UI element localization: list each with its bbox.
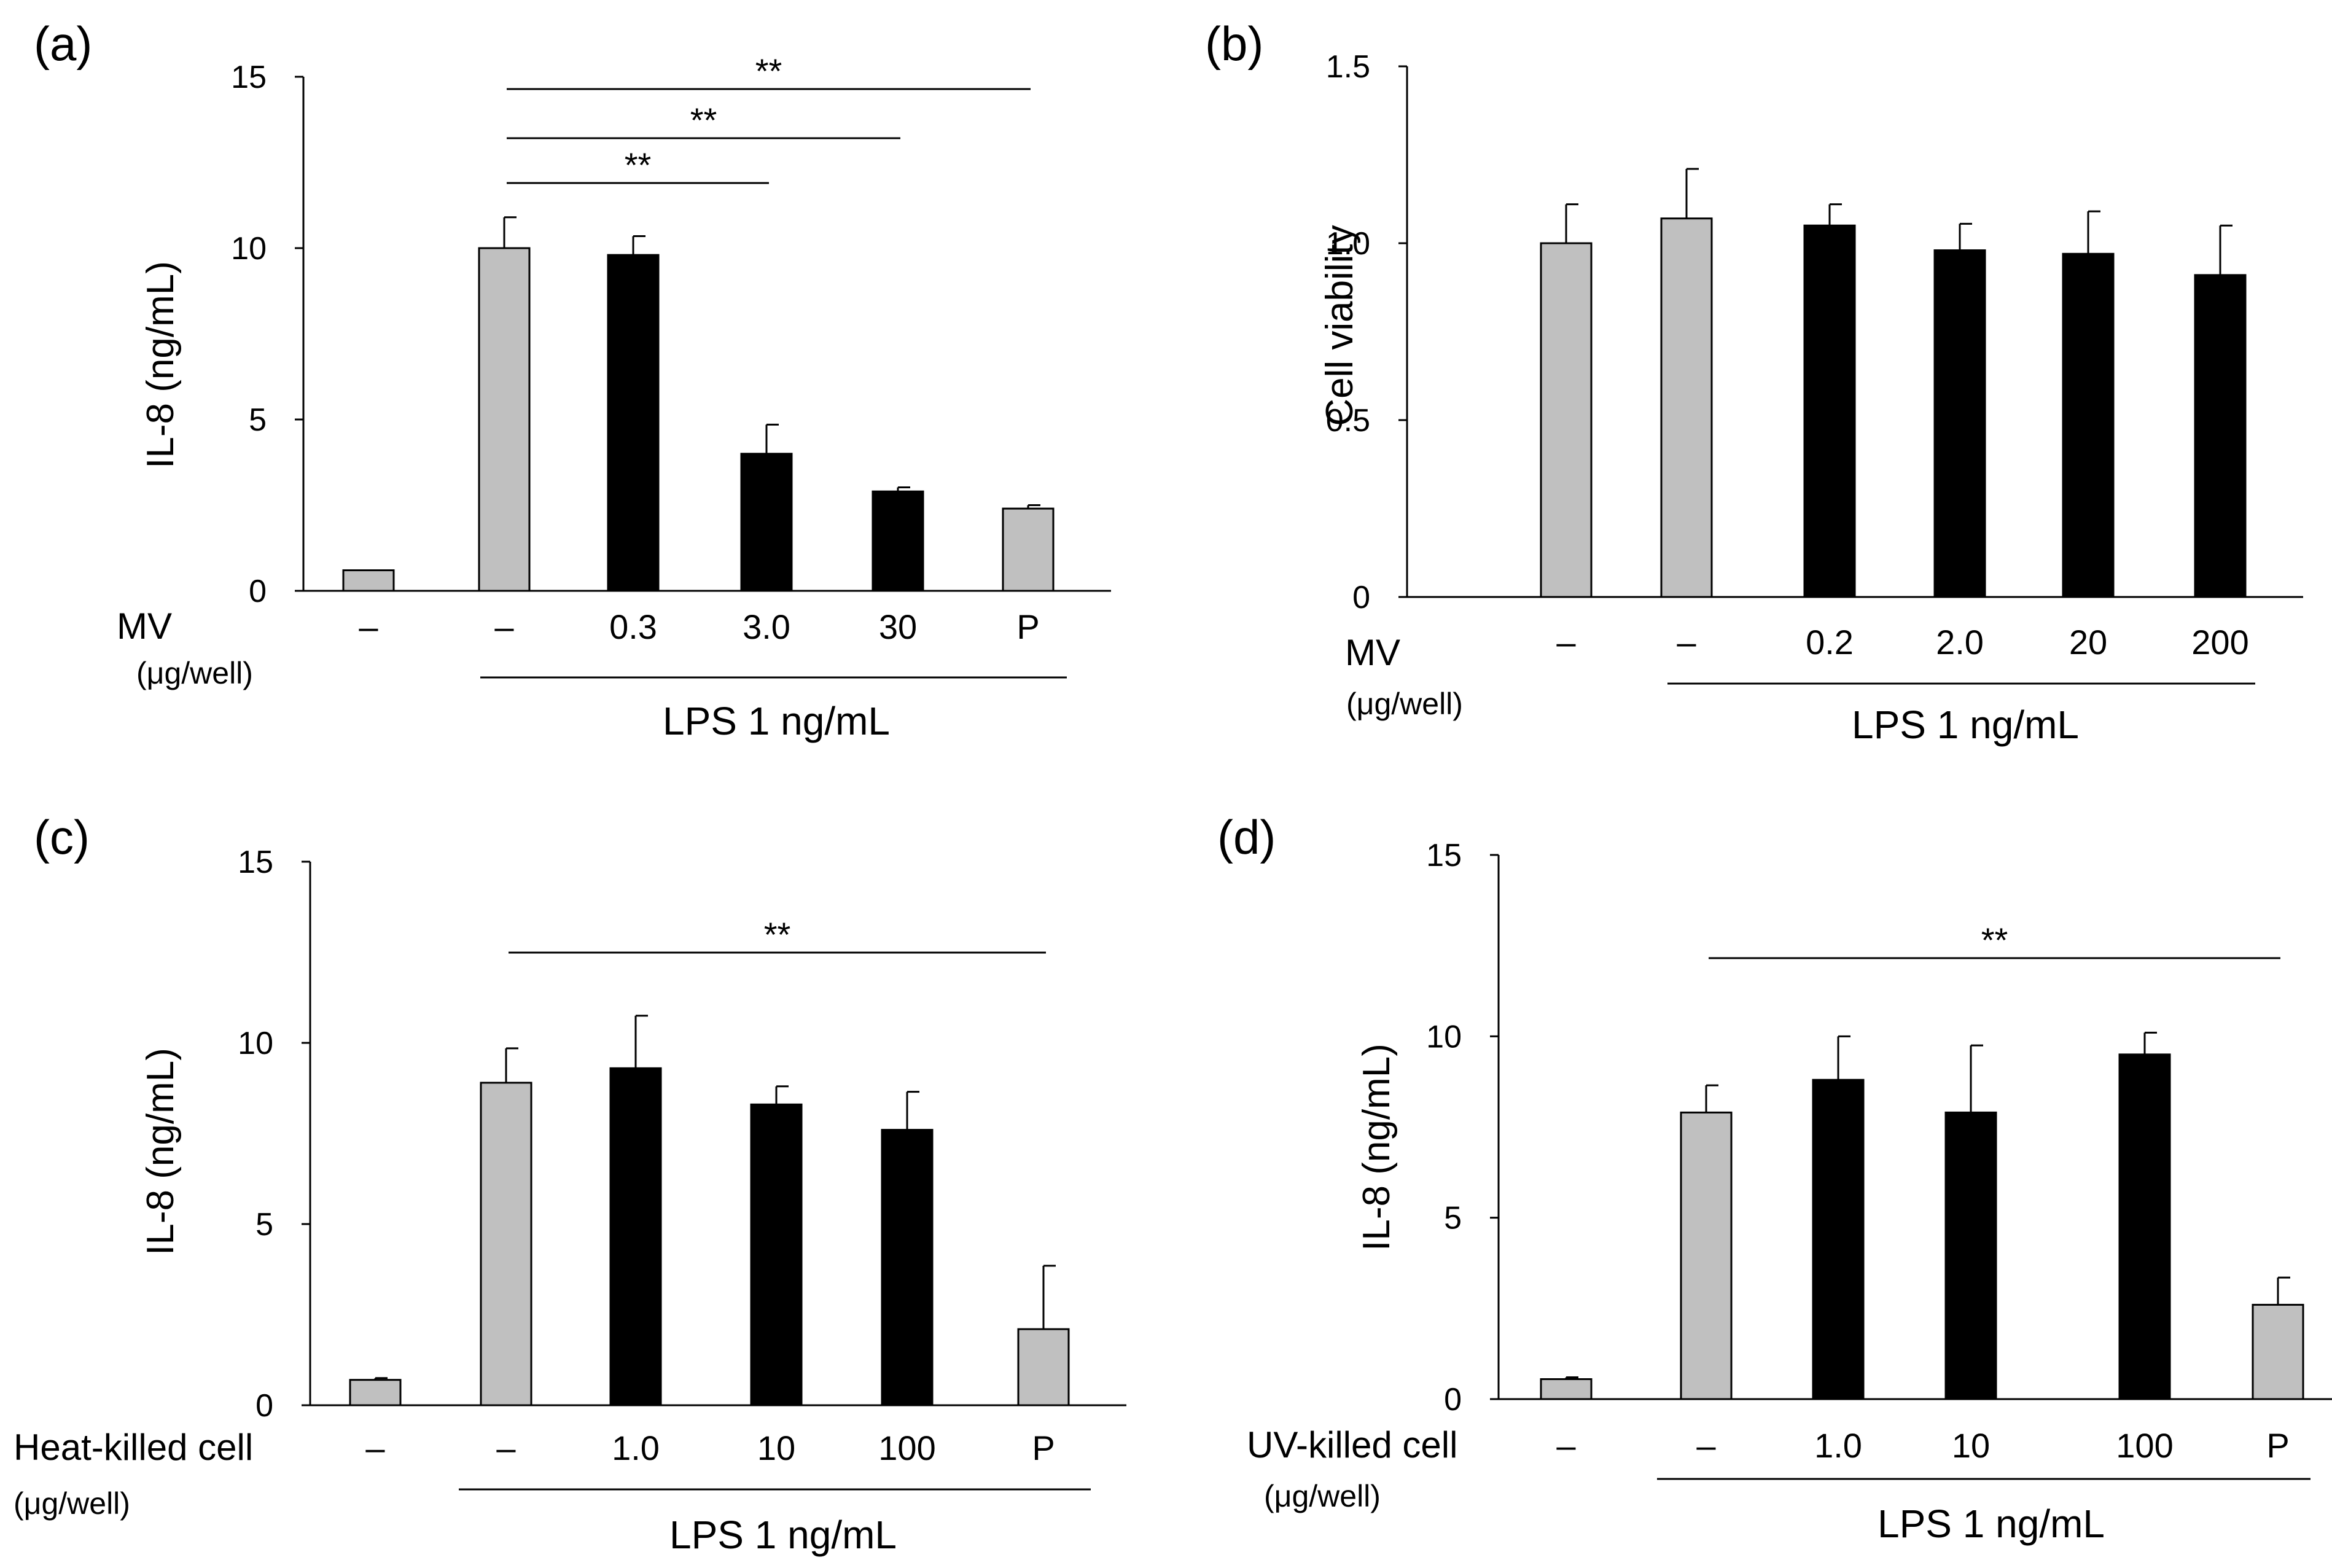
x-tick-label: – xyxy=(494,607,514,646)
bar xyxy=(1017,1328,1070,1406)
treatment-label: MV xyxy=(1345,632,1400,673)
y-tick-label: 1.5 xyxy=(1326,49,1370,85)
significance-label: ** xyxy=(625,146,652,184)
bar xyxy=(1660,217,1713,598)
y-tick-label: 0 xyxy=(255,1388,273,1424)
x-tick-label: 1.0 xyxy=(612,1429,660,1467)
bar xyxy=(2252,1303,2304,1400)
bar xyxy=(2062,252,2115,598)
bar xyxy=(1812,1078,1865,1400)
y-tick-label: 5 xyxy=(1444,1201,1462,1236)
y-tick-label: 10 xyxy=(1426,1019,1462,1055)
bar xyxy=(872,490,924,592)
bar xyxy=(1540,242,1593,598)
panel-d: (d) IL-8 (ng/mL) UV-killed cell (μg/well… xyxy=(1217,810,2332,1546)
x-tick-label: 100 xyxy=(2116,1426,2173,1465)
x-tick-label: 2.0 xyxy=(1936,623,1984,661)
x-tick-label: – xyxy=(1556,623,1576,661)
bar xyxy=(1002,507,1055,592)
significance-label: ** xyxy=(1981,921,2008,959)
x-tick-label: 3.0 xyxy=(743,607,790,646)
x-tick-label: P xyxy=(1016,607,1039,646)
x-tick-label: 0.2 xyxy=(1806,623,1854,661)
bar xyxy=(342,569,395,592)
bar xyxy=(1803,224,1856,598)
x-tick-label: – xyxy=(1696,1426,1716,1465)
bar xyxy=(609,1067,662,1406)
y-axis-label: IL-8 (ng/mL) xyxy=(139,261,182,469)
group-label: LPS 1 ng/mL xyxy=(669,1513,897,1557)
y-tick-label: 15 xyxy=(1426,838,1462,873)
panel-label: (c) xyxy=(34,810,90,864)
bar xyxy=(1944,1111,1997,1400)
x-tick-label: – xyxy=(1677,623,1696,661)
group-label: LPS 1 ng/mL xyxy=(1852,703,2079,747)
bar xyxy=(478,247,531,592)
x-tick-label: P xyxy=(1032,1429,1055,1467)
y-tick-label: 0 xyxy=(1352,580,1370,615)
treatment-label: UV-killed cell xyxy=(1247,1424,1457,1465)
panel-c: (c) IL-8 (ng/mL) Heat-killed cell (μg/we… xyxy=(14,810,1126,1557)
bar xyxy=(607,254,660,592)
y-tick-label: 5 xyxy=(255,1207,273,1242)
x-tick-label: 10 xyxy=(1952,1426,1990,1465)
bar xyxy=(2194,274,2247,598)
x-tick-label: – xyxy=(1556,1426,1576,1465)
bar xyxy=(1540,1378,1593,1400)
bar xyxy=(480,1082,532,1406)
y-tick-label: 1.0 xyxy=(1326,226,1370,262)
x-tick-label: 100 xyxy=(878,1429,935,1467)
panel-label: (a) xyxy=(34,17,92,71)
y-tick-label: 15 xyxy=(238,844,273,880)
unit-label: (μg/well) xyxy=(136,656,253,690)
panel-a: (a) IL-8 (ng/mL) MV (μg/well) LPS 1 ng/m… xyxy=(34,17,1111,743)
bar xyxy=(349,1379,402,1406)
x-tick-label: 20 xyxy=(2069,623,2107,661)
bar xyxy=(1933,249,1986,598)
significance-label: ** xyxy=(690,101,717,139)
x-tick-label: – xyxy=(496,1429,516,1467)
unit-label: (μg/well) xyxy=(14,1486,130,1521)
bar xyxy=(881,1129,934,1406)
unit-label: (μg/well) xyxy=(1346,687,1463,721)
bar xyxy=(1680,1111,1733,1400)
bar xyxy=(2118,1053,2171,1400)
y-axis-label: IL-8 (ng/mL) xyxy=(1355,1043,1398,1251)
x-tick-label: 30 xyxy=(879,607,917,646)
y-tick-label: 5 xyxy=(249,402,267,438)
y-tick-label: 0.5 xyxy=(1326,403,1370,439)
group-label: LPS 1 ng/mL xyxy=(663,699,890,743)
panel-label: (b) xyxy=(1205,17,1263,71)
y-tick-label: 15 xyxy=(231,60,267,95)
y-tick-label: 0 xyxy=(1444,1382,1462,1418)
x-tick-label: 1.0 xyxy=(1814,1426,1862,1465)
x-tick-label: P xyxy=(2266,1426,2289,1465)
x-tick-label: – xyxy=(359,607,378,646)
y-tick-label: 0 xyxy=(249,574,267,609)
y-tick-label: 10 xyxy=(238,1026,273,1061)
significance-label: ** xyxy=(764,915,791,954)
panel-label: (d) xyxy=(1217,810,1276,864)
x-tick-label: 200 xyxy=(2191,623,2248,661)
significance-label: ** xyxy=(755,52,782,90)
x-tick-label: 0.3 xyxy=(609,607,657,646)
x-tick-label: 10 xyxy=(757,1429,795,1467)
x-tick-label: – xyxy=(365,1429,385,1467)
treatment-label: Heat-killed cell xyxy=(14,1427,253,1468)
group-label: LPS 1 ng/mL xyxy=(1878,1502,2105,1546)
y-tick-label: 10 xyxy=(231,231,267,267)
y-axis-label: IL-8 (ng/mL) xyxy=(139,1048,182,1255)
y-axis-label: Cell viability xyxy=(1319,225,1361,426)
bar xyxy=(740,453,793,592)
bar xyxy=(750,1103,803,1406)
panel-b: (b) Cell viability MV (μg/well) LPS 1 ng… xyxy=(1205,17,2303,747)
unit-label: (μg/well) xyxy=(1264,1479,1381,1513)
treatment-label: MV xyxy=(117,606,172,647)
